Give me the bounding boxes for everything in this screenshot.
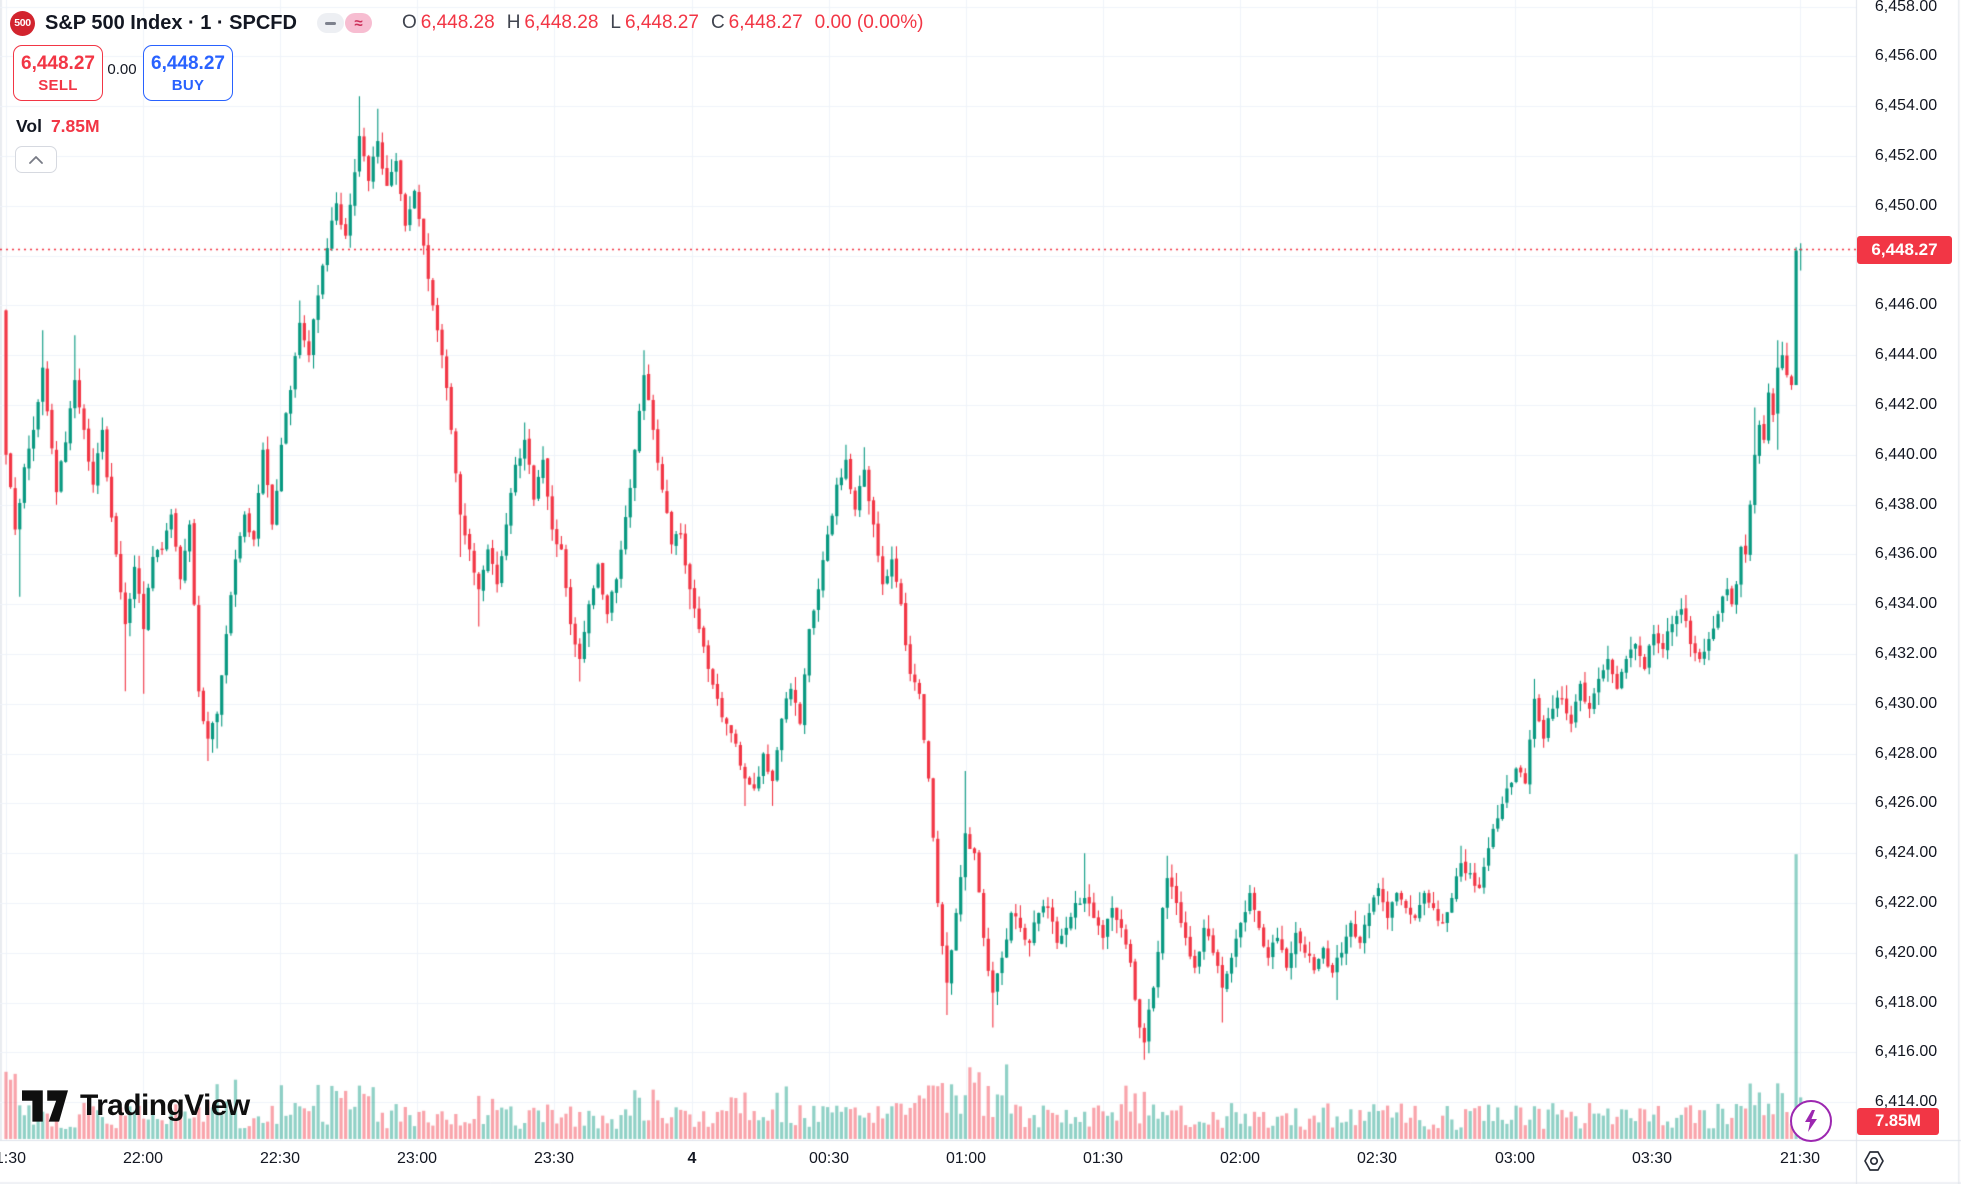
price-axis-label: 6,450.00 xyxy=(1874,196,1938,214)
tradingview-logo-icon xyxy=(22,1090,68,1122)
time-axis-label: 02:30 xyxy=(1356,1150,1398,1167)
price-axis-label: 6,440.00 xyxy=(1874,445,1938,463)
tradingview-logo-text: TradingView xyxy=(80,1089,250,1122)
time-axis-label: 21:30 xyxy=(0,1150,27,1167)
price-axis-label: 6,434.00 xyxy=(1874,595,1938,613)
low-value: 6,448.27 xyxy=(624,12,699,33)
approx-icon: ≈ xyxy=(354,14,363,32)
price-axis-label: 6,428.00 xyxy=(1874,744,1938,762)
time-axis-label: 03:30 xyxy=(1631,1150,1673,1167)
price-axis-label: 6,430.00 xyxy=(1874,694,1938,712)
price-axis-label: 6,420.00 xyxy=(1874,943,1938,961)
time-axis-label: 01:00 xyxy=(945,1150,987,1167)
high-value: 6,448.28 xyxy=(524,12,599,33)
close-label: C xyxy=(710,12,725,33)
price-axis-label: 6,446.00 xyxy=(1874,296,1938,314)
close-value: 6,448.27 xyxy=(728,12,803,33)
tradingview-logo[interactable]: TradingView xyxy=(22,1089,250,1123)
collapse-pane-button[interactable] xyxy=(15,146,57,173)
instant-trading-button[interactable] xyxy=(1790,1100,1832,1142)
time-axis-label: 4 xyxy=(687,1150,697,1167)
buy-price: 6,448.27 xyxy=(151,52,225,74)
change-value: 0.00 (0.00%) xyxy=(814,12,924,33)
high-label: H xyxy=(506,12,521,33)
time-axis-label: 23:30 xyxy=(533,1150,575,1167)
price-axis-label: 6,418.00 xyxy=(1874,993,1938,1011)
price-axis-label: 6,456.00 xyxy=(1874,47,1938,65)
price-axis-label: 6,426.00 xyxy=(1874,794,1938,812)
price-axis-label: 6,414.00 xyxy=(1874,1093,1938,1111)
last-price-tag: 6,448.27 xyxy=(1857,236,1952,264)
time-axis-label: 22:30 xyxy=(259,1150,301,1167)
price-axis-label: 6,458.00 xyxy=(1874,0,1938,15)
volume-value: 7.85M xyxy=(50,116,100,136)
price-axis-label: 6,436.00 xyxy=(1874,545,1938,563)
price-axis-label: 6,444.00 xyxy=(1874,346,1938,364)
price-axis-label: 6,422.00 xyxy=(1874,894,1938,911)
price-axis-label: 6,432.00 xyxy=(1874,645,1938,662)
symbol-title[interactable]: S&P 500 Index · 1 · SPCFD xyxy=(45,11,297,34)
price-axis-label: 6,452.00 xyxy=(1874,147,1938,164)
sell-button[interactable]: 6,448.27 SELL xyxy=(13,45,103,101)
dash-toggle-pill[interactable] xyxy=(316,13,344,33)
price-axis-label: 6,454.00 xyxy=(1874,97,1938,115)
spread-value: 0.00 xyxy=(107,61,137,78)
open-label: O xyxy=(401,12,417,33)
time-axis-label: 21:30 xyxy=(1779,1150,1821,1167)
gear-icon xyxy=(1863,1150,1884,1171)
marker-toggle-group: ≈ xyxy=(316,13,372,33)
time-axis-label: 01:30 xyxy=(1082,1150,1124,1167)
timezone-settings-button[interactable] xyxy=(1860,1147,1887,1174)
dash-icon xyxy=(324,21,336,25)
time-axis-label: 22:00 xyxy=(122,1150,164,1167)
time-axis-label: 03:00 xyxy=(1494,1150,1536,1167)
symbol-legend: 500 S&P 500 Index · 1 · SPCFD ≈ O 6,448.… xyxy=(10,9,923,37)
lightning-bolt-icon xyxy=(1805,1110,1817,1132)
low-label: L xyxy=(610,12,621,33)
time-axis-label: 02:00 xyxy=(1219,1150,1261,1167)
buy-button[interactable]: 6,448.27 BUY xyxy=(143,45,233,101)
sell-price: 6,448.27 xyxy=(21,52,95,74)
time-axis-label: 23:00 xyxy=(396,1150,438,1167)
ohlc-readout: O 6,448.28 H 6,448.28 L 6,448.27 C 6,448… xyxy=(394,12,924,34)
price-axis-label: 6,416.00 xyxy=(1874,1043,1938,1061)
sp500-logo-badge: 500 xyxy=(10,10,35,36)
volume-legend: Vol 7.85M xyxy=(16,116,100,137)
volume-label: Vol xyxy=(16,116,42,136)
price-axis-label: 6,442.00 xyxy=(1874,396,1938,413)
price-axis-label: 6,424.00 xyxy=(1874,844,1938,862)
session-volume-tag: 7.85M xyxy=(1857,1108,1939,1135)
open-value: 6,448.28 xyxy=(420,12,495,33)
time-axis-label: 00:30 xyxy=(808,1150,850,1167)
buy-label: BUY xyxy=(171,76,205,94)
approx-toggle-pill[interactable]: ≈ xyxy=(344,13,372,33)
chevron-up-icon xyxy=(29,155,43,164)
sell-label: SELL xyxy=(38,76,78,94)
price-axis-label: 6,438.00 xyxy=(1874,495,1938,513)
